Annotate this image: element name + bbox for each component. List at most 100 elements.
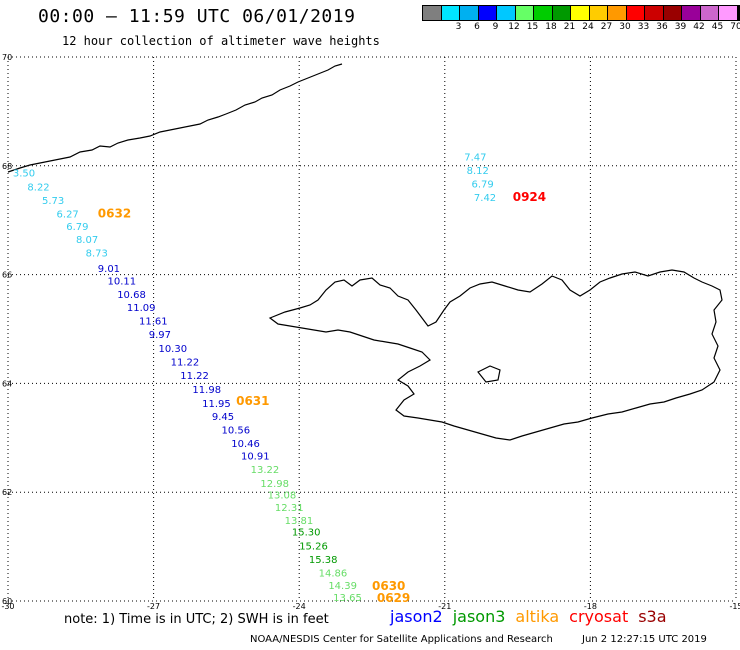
swh-value: 8.73 [86,249,108,260]
axis-labels: -30 -27 -24 -21 -18 -15 70 68 66 64 62 60 [1,53,740,611]
iceland-lake [477,365,501,383]
legend-label: 36 [656,22,668,32]
swh-value: 11.61 [139,317,168,328]
legend-swatch [645,6,664,20]
swh-value: 10.46 [231,439,260,450]
lon-tick-label: -18 [584,602,597,611]
pass-time: 0630 [372,579,405,593]
satellite-legend: jason2 jason3 altika cryosat s3a [390,607,677,626]
swh-value: 12.31 [275,503,304,514]
legend-label: 27 [600,22,613,32]
legend-label: 45 [711,22,724,32]
lon-tick-label: -24 [293,602,306,611]
lon-tick-label: -15 [729,602,740,611]
satellite-altika: altika [515,607,560,626]
satellite-cryosat: cryosat [569,607,629,626]
legend-label: 21 [563,22,576,32]
legend-swatch [441,6,460,20]
swh-value: 11.95 [202,399,231,410]
legend-label: 39 [674,22,687,32]
swh-value: 3.50 [13,169,35,180]
legend-swatch [478,6,497,20]
legend-swatch [608,6,627,20]
swh-value: 9.97 [149,330,171,341]
credit-text: NOAA/NESDIS Center for Satellite Applica… [250,634,553,645]
swh-value: 14.39 [328,581,357,592]
lon-tick-label: -30 [1,602,14,611]
lon-tick-label: -21 [438,602,451,611]
swh-value: 10.56 [222,425,251,436]
lat-tick-label: 68 [2,162,12,171]
lon-tick-label: -27 [147,602,160,611]
swh-value: 15.38 [309,555,338,566]
swh-value: 11.22 [180,371,209,382]
swh-value: 6.79 [66,222,88,233]
swh-value: 11.22 [171,357,200,368]
swh-value: 7.47 [464,152,486,163]
swh-value: 10.11 [107,276,136,287]
lat-tick-label: 62 [2,488,12,497]
legend-swatch [682,6,701,20]
swh-value: 9.45 [212,412,234,423]
legend-label: 24 [582,22,594,32]
pass-time: 0629 [377,591,410,605]
swh-value: 12.98 [260,479,289,490]
coastline [7,63,723,441]
lat-tick-label: 64 [2,379,12,388]
legend-swatch [515,6,534,20]
legend-label: 9 [492,22,499,32]
swh-value: 5.73 [42,196,64,207]
swh-value: 13.22 [251,465,280,476]
legend-swatch [719,6,738,20]
pass-time: 0924 [513,190,546,204]
pass-time: 0632 [98,206,131,220]
swh-value: 13.65 [333,593,362,604]
graticule [7,56,737,602]
swh-value: 13.81 [285,516,314,527]
swh-value: 9.01 [98,264,120,275]
swh-value: 6.79 [471,180,493,191]
legend-label: 18 [545,22,557,32]
page-title: 00:00 – 11:59 UTC 06/01/2019 [38,6,356,27]
swh-value: 14.86 [319,569,348,580]
legend-swatch [497,6,516,20]
greenland-coastline [7,63,343,173]
page-subtitle: 12 hour collection of altimeter wave hei… [62,34,380,48]
satellite-s3a: s3a [638,607,667,626]
iceland-coastline [268,269,723,441]
pass-time: 0631 [236,394,269,408]
legend-label: 15 [526,22,539,32]
legend-label: 6 [474,22,480,32]
swh-value: 8.12 [467,166,489,177]
legend-swatch [700,6,719,20]
swh-value: 11.98 [192,385,221,396]
legend-label: 3 [455,22,462,32]
legend-swatch [663,6,682,20]
swh-value: 15.26 [299,541,328,552]
legend-swatch [589,6,608,20]
legend-label: 42 [693,22,705,32]
color-scale-legend [422,5,740,21]
swh-value: 8.07 [76,235,98,246]
legend-swatch [423,6,442,20]
satellite-jason2: jason2 [390,607,443,626]
legend-swatch [571,6,590,20]
swh-value: 13.08 [268,491,297,502]
lat-tick-label: 66 [2,271,12,280]
legend-label: 12 [508,22,520,32]
legend-swatch [460,6,479,20]
swh-value: 6.27 [57,209,79,220]
lat-tick-label: 70 [2,53,12,62]
lat-tick-label: 60 [2,597,12,606]
legend-label: 70 [730,22,740,32]
swh-value: 8.22 [27,182,49,193]
legend-label: 33 [637,22,650,32]
generated-timestamp: Jun 2 12:27:15 UTC 2019 [582,634,707,645]
swh-value: 10.30 [158,344,187,355]
swh-value: 7.42 [474,193,496,204]
legend-swatch [737,6,740,20]
legend-swatch [552,6,571,20]
